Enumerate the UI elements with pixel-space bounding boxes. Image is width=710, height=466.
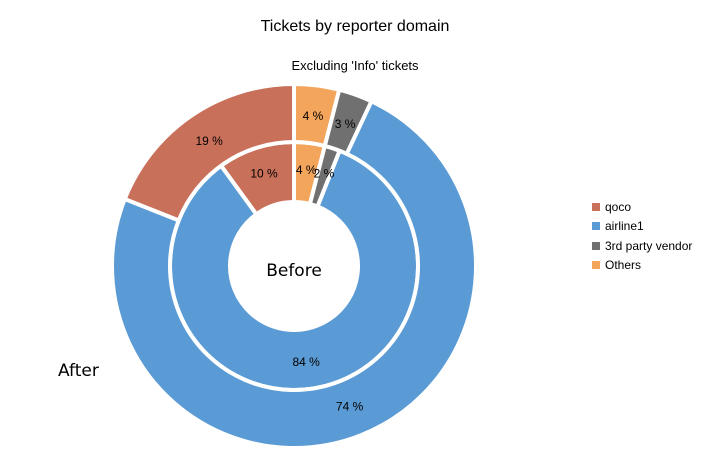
data-label-outer-3rd-party-vendor: 3 %	[335, 117, 356, 131]
data-label-inner-airline1: 84 %	[292, 355, 320, 369]
legend-swatch-3rd-party-vendor	[592, 241, 600, 250]
legend-label-airline1: airline1	[605, 219, 644, 234]
legend-label-3rd-party-vendor: 3rd party vendor	[605, 238, 693, 253]
slice-outer-airline1	[110, 98, 478, 450]
data-label-outer-airline1: 74 %	[336, 399, 364, 413]
legend-item-others: Others	[592, 256, 692, 276]
legend-label-qoco: qoco	[605, 199, 632, 214]
legend-swatch-airline1	[592, 222, 600, 231]
chart-subtitle: Excluding 'Info' tickets	[291, 58, 419, 73]
legend-item-qoco: qoco	[592, 197, 692, 217]
legend: qoco airline1 3rd party vendor Others	[592, 197, 692, 275]
legend-swatch-qoco	[592, 202, 600, 211]
inner-ring-label: Before	[266, 261, 322, 281]
legend-label-others: Others	[605, 258, 642, 273]
chart-title: Tickets by reporter domain	[260, 18, 450, 35]
outer-ring-label: After	[58, 361, 99, 381]
legend-item-airline1: airline1	[592, 217, 692, 237]
data-label-outer-others: 4 %	[303, 109, 324, 123]
legend-item-3rd-party-vendor: 3rd party vendor	[592, 236, 692, 256]
slice-outer-qoco	[122, 81, 296, 223]
data-label-inner-others: 4 %	[296, 163, 317, 177]
data-label-inner-qoco: 10 %	[250, 167, 278, 181]
data-label-inner-3rd-party-vendor: 2 %	[314, 167, 335, 181]
data-label-outer-qoco: 19 %	[195, 134, 223, 148]
legend-swatch-others	[592, 261, 600, 270]
